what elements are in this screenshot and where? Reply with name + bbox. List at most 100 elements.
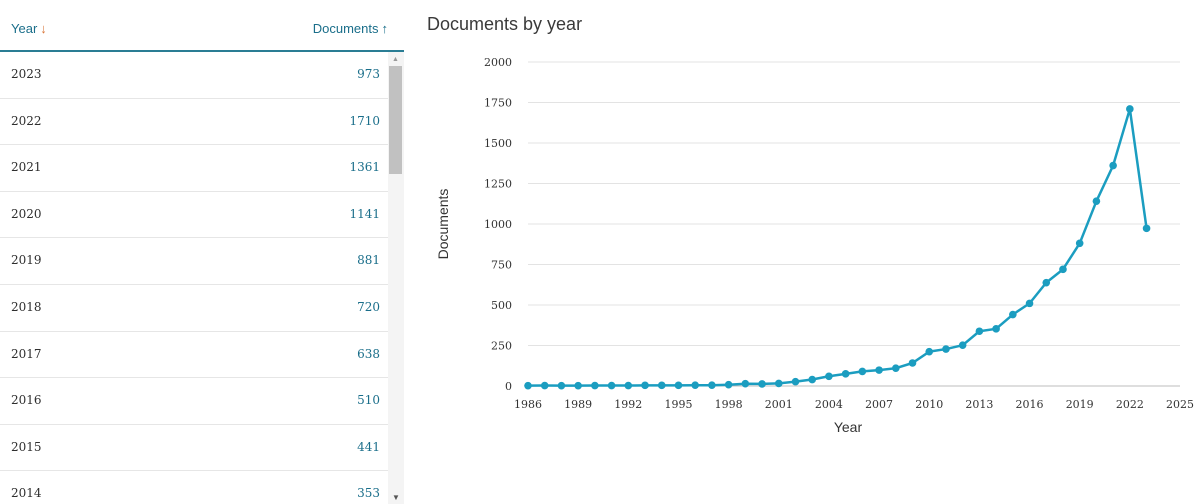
data-point [657, 381, 666, 390]
data-point [540, 381, 549, 390]
chart-title: Documents by year [427, 14, 583, 34]
x-tick-label: 2007 [865, 398, 893, 411]
data-point [674, 381, 683, 390]
table-row: 2014 353 [0, 471, 388, 504]
data-point [1142, 224, 1151, 233]
documents-cell[interactable]: 881 [357, 253, 380, 268]
y-tick-label: 750 [491, 259, 512, 272]
year-cell: 2014 [11, 486, 42, 501]
arrow-up-icon: ↑ [381, 21, 389, 36]
x-tick-label: 2004 [815, 398, 843, 411]
x-tick-label: 2001 [765, 398, 793, 411]
data-point [1126, 105, 1134, 113]
table-body: 2023 973 2022 1710 2021 1361 2020 1141 2019 8… [0, 52, 388, 504]
year-cell: 2021 [11, 160, 42, 175]
data-point [774, 379, 783, 388]
table-row: 2022 1710 [0, 99, 388, 146]
year-column-header[interactable]: Year ↓ [11, 21, 47, 36]
data-point [791, 377, 800, 386]
table-row: 2017 638 [0, 332, 388, 379]
data-point [1025, 299, 1034, 308]
y-tick-label: 1250 [484, 178, 512, 191]
documents-cell[interactable]: 1361 [349, 160, 380, 175]
table-header: Year ↓ Documents ↑ [0, 0, 404, 52]
data-point [958, 341, 967, 349]
x-tick-label: 1992 [614, 398, 642, 411]
y-tick-label: 250 [491, 340, 512, 353]
year-cell: 2023 [11, 67, 42, 81]
y-axis-label: Documents [435, 189, 451, 260]
scroll-down-icon[interactable]: ▼ [392, 493, 400, 502]
data-point [624, 381, 633, 390]
x-tick-label: 2016 [1016, 398, 1044, 411]
data-point [925, 347, 934, 356]
data-point [708, 381, 716, 389]
documents-by-year-chart: 0 250 500 750 1000 1250 1500 1750 2000 1986 1989 19… [435, 56, 1194, 435]
data-point [992, 325, 1000, 333]
documents-cell[interactable]: 441 [357, 439, 380, 454]
x-tick-label: 2010 [915, 398, 943, 411]
table-row: 2019 881 [0, 238, 388, 285]
documents-cell[interactable]: 1141 [349, 206, 380, 221]
table-scrollbar[interactable]: ▲ ▼ [388, 52, 404, 504]
data-point [858, 367, 867, 376]
x-tick-label: 1995 [664, 398, 692, 411]
year-cell: 2016 [11, 393, 42, 408]
documents-cell[interactable]: 353 [357, 486, 380, 501]
year-header-label: Year [11, 21, 38, 36]
table-row: 2021 1361 [0, 145, 388, 192]
table-row: 2020 1141 [0, 192, 388, 239]
data-point [574, 381, 582, 390]
documents-cell[interactable]: 510 [357, 393, 380, 408]
year-cell: 2015 [11, 439, 42, 454]
documents-cell[interactable]: 1710 [349, 113, 380, 128]
data-point [808, 375, 817, 384]
documents-cell[interactable]: 638 [357, 346, 380, 361]
year-cell: 2019 [11, 253, 42, 268]
data-point [557, 381, 566, 390]
data-point [607, 381, 616, 390]
data-point [741, 379, 750, 388]
scrollbar-thumb[interactable] [389, 66, 402, 174]
year-cell: 2022 [11, 113, 42, 128]
x-tick-label: 1998 [715, 398, 743, 411]
data-point [841, 370, 850, 378]
x-tick-label: 2022 [1116, 398, 1144, 411]
data-point [591, 381, 599, 390]
y-tick-label: 1750 [484, 97, 512, 110]
data-point [724, 380, 733, 389]
series-line [527, 107, 1148, 387]
y-tick-label: 0 [505, 380, 512, 393]
data-point [1009, 310, 1017, 319]
x-axis-label: Year [834, 419, 863, 435]
x-tick-label: 2013 [965, 398, 993, 411]
data-point [641, 381, 649, 390]
y-tick-label: 500 [491, 299, 512, 312]
documents-column-header[interactable]: Documents ↑ [313, 21, 388, 36]
data-point [758, 380, 766, 388]
data-point [1092, 197, 1101, 205]
documents-table: Year ↓ Documents ↑ 2023 973 2022 1710 2021 13… [0, 0, 404, 504]
year-cell: 2017 [11, 346, 42, 361]
data-point [1042, 278, 1051, 287]
table-row: 2023 973 [0, 52, 388, 99]
arrow-down-icon: ↓ [40, 21, 47, 36]
documents-cell[interactable]: 720 [357, 299, 380, 314]
y-tick-label: 1000 [484, 218, 512, 231]
scroll-up-icon[interactable]: ▲ [392, 56, 399, 63]
documents-cell[interactable]: 973 [357, 67, 380, 81]
table-row: 2016 510 [0, 378, 388, 425]
data-point [875, 366, 883, 374]
table-row: 2015 441 [0, 425, 388, 472]
data-point [1075, 239, 1084, 248]
documents-header-label: Documents [312, 21, 379, 36]
x-tick-label: 2019 [1066, 398, 1094, 411]
data-point [1109, 161, 1117, 170]
table-row: 2018 720 [0, 285, 388, 332]
data-point [891, 364, 900, 372]
y-tick-label: 2000 [484, 56, 512, 69]
data-point [908, 359, 917, 367]
data-point [825, 372, 833, 381]
data-point [942, 345, 950, 353]
y-tick-label: 1500 [484, 137, 512, 150]
